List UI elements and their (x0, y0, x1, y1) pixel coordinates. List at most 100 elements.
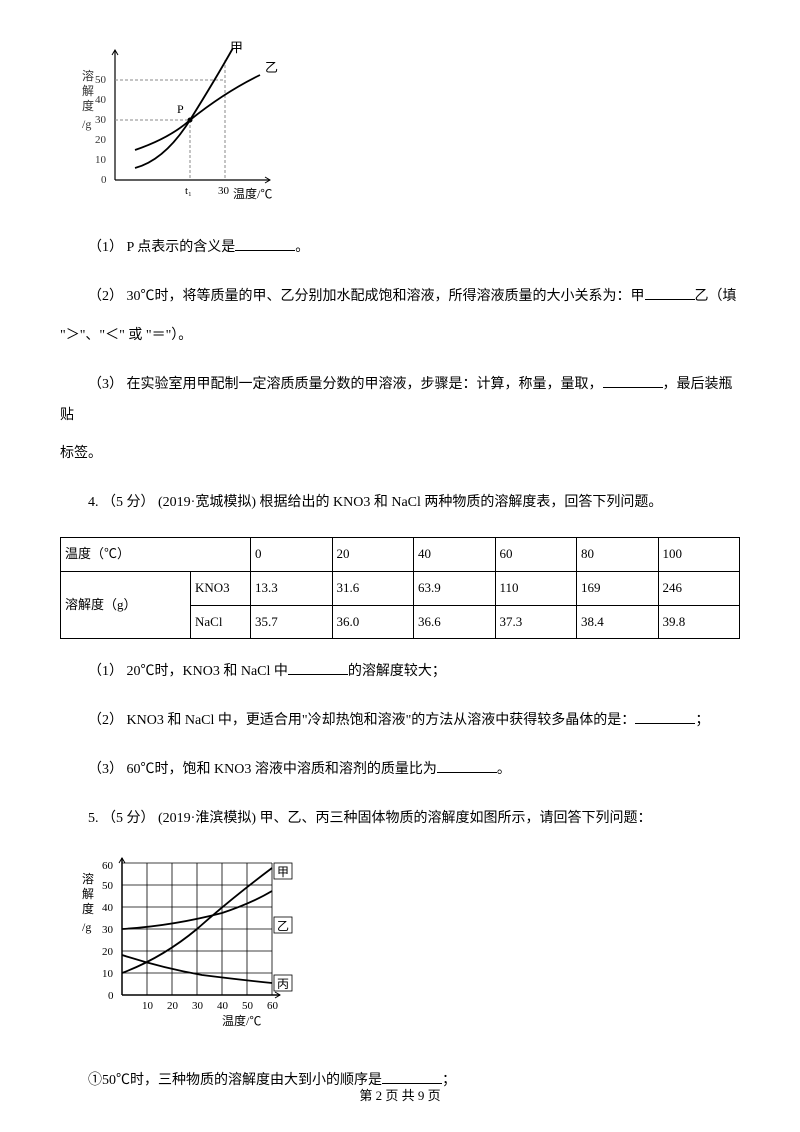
svg-text:60: 60 (267, 1000, 279, 1012)
q4-3-before: 60℃时，饱和 KNO3 溶液中溶质和溶剂的质量比为 (123, 762, 437, 777)
solubility-chart-1: 0 10 20 30 40 50 溶 解 度 /g P 甲 乙 t₁ 30 温度… (80, 40, 740, 213)
svg-text:P: P (177, 102, 184, 116)
svg-text:10: 10 (142, 1000, 154, 1012)
q4-1-blank[interactable] (288, 661, 348, 675)
q4-1-label: （1） (88, 664, 123, 679)
q4-3-blank[interactable] (437, 759, 497, 773)
svg-text:温度/℃: 温度/℃ (233, 186, 272, 201)
q4-2-label: （2） (88, 713, 123, 728)
svg-text:0: 0 (108, 990, 114, 1002)
question-2: （2） 30℃时，将等质量的甲、乙分别加水配成饱和溶液，所得溶液质量的大小关系为… (60, 282, 740, 313)
question-2-line2: "＞"、"＜" 或 "＝"）。 (60, 321, 740, 352)
table-cell: 36.0 (332, 605, 414, 639)
q3-blank[interactable] (603, 374, 663, 388)
svg-text:40: 40 (217, 1000, 229, 1012)
svg-text:温度/℃: 温度/℃ (222, 1013, 261, 1028)
table-cell: 37.3 (495, 605, 577, 639)
table-cell: 36.6 (414, 605, 496, 639)
table-cell: NaCl (191, 605, 251, 639)
q3-label: （3） (88, 377, 123, 392)
svg-text:30: 30 (95, 114, 107, 126)
q4-2-after: ； (695, 713, 709, 728)
table-cell: 31.6 (332, 571, 414, 605)
table-header-temp: 温度（℃） (61, 537, 251, 571)
solubility-table: 温度（℃） 0 20 40 60 80 100 溶解度（g） KNO3 13.3… (60, 537, 740, 639)
svg-text:乙: 乙 (265, 60, 278, 75)
svg-text:20: 20 (167, 1000, 179, 1012)
q4-2-blank[interactable] (635, 710, 695, 724)
svg-text:20: 20 (102, 946, 114, 958)
svg-text:50: 50 (242, 1000, 254, 1012)
svg-text:30: 30 (102, 924, 114, 936)
svg-text:30: 30 (218, 185, 230, 197)
q1-text-after: 。 (295, 240, 309, 255)
table-cell: 40 (414, 537, 496, 571)
table-cell: 246 (658, 571, 740, 605)
svg-text:溶: 溶 (82, 68, 94, 83)
q2-label: （2） (88, 289, 123, 304)
q4-num: 4. (88, 495, 99, 510)
svg-text:30: 30 (192, 1000, 204, 1012)
table-cell: 110 (495, 571, 577, 605)
q4-3-after: 。 (497, 762, 511, 777)
svg-text:50: 50 (95, 74, 107, 86)
q2-blank[interactable] (645, 286, 695, 300)
q4-2-before: KNO3 和 NaCl 中，更适合用"冷却热饱和溶液"的方法从溶液中获得较多晶体… (123, 713, 635, 728)
q3-text-before: 在实验室用甲配制一定溶质质量分数的甲溶液，步骤是：计算，称量，量取， (123, 377, 603, 392)
svg-text:t₁: t₁ (185, 185, 192, 197)
q1-blank[interactable] (235, 237, 295, 251)
q5-1-blank[interactable] (382, 1070, 442, 1084)
svg-text:/g: /g (82, 920, 91, 934)
solubility-chart-2: 0 10 20 30 40 50 60 溶 解 度 /g 10 20 30 40… (80, 853, 740, 1046)
table-cell: 63.9 (414, 571, 496, 605)
question-1: （1） P 点表示的含义是 。 (60, 233, 740, 264)
svg-text:解: 解 (82, 887, 94, 901)
q5-text: 甲、乙、丙三种固体物质的溶解度如图所示，请回答下列问题： (256, 811, 652, 826)
q5-source: (2019·淮滨模拟) (158, 811, 256, 826)
table-cell: 20 (332, 537, 414, 571)
svg-text:20: 20 (95, 134, 107, 146)
svg-text:度: 度 (82, 901, 94, 916)
footer-text: 第 2 页 共 9 页 (359, 1088, 440, 1103)
q4-1-before: 20℃时，KNO3 和 NaCl 中 (123, 664, 288, 679)
table-cell: KNO3 (191, 571, 251, 605)
table-cell: 169 (577, 571, 659, 605)
q2-text-before: 30℃时，将等质量的甲、乙分别加水配成饱和溶液，所得溶液质量的大小关系为：甲 (123, 289, 645, 304)
question-4-2: （2） KNO3 和 NaCl 中，更适合用"冷却热饱和溶液"的方法从溶液中获得… (60, 706, 740, 737)
q2-text-mid: 乙（填 (695, 289, 737, 304)
q1-text-before: P 点表示的含义是 (123, 240, 235, 255)
svg-text:0: 0 (101, 174, 107, 186)
table-cell: 80 (577, 537, 659, 571)
svg-text:丙: 丙 (277, 977, 289, 991)
question-5-intro: 5. （5 分） (2019·淮滨模拟) 甲、乙、丙三种固体物质的溶解度如图所示… (60, 804, 740, 835)
q4-points: （5 分） (102, 495, 155, 510)
question-4-3: （3） 60℃时，饱和 KNO3 溶液中溶质和溶剂的质量比为 。 (60, 755, 740, 786)
svg-text:甲: 甲 (230, 40, 243, 55)
q4-1-after: 的溶解度较大； (348, 664, 446, 679)
page-footer: 第 2 页 共 9 页 (0, 1086, 800, 1107)
svg-text:度: 度 (82, 98, 94, 113)
svg-text:乙: 乙 (277, 919, 289, 933)
q4-source: (2019·宽城模拟) (158, 495, 256, 510)
svg-text:50: 50 (102, 880, 114, 892)
svg-text:10: 10 (102, 968, 114, 980)
svg-text:60: 60 (102, 860, 114, 872)
question-3-line2: 标签。 (60, 439, 740, 470)
svg-text:溶: 溶 (82, 871, 94, 886)
table-cell: 39.8 (658, 605, 740, 639)
svg-text:40: 40 (102, 902, 114, 914)
q4-3-label: （3） (88, 762, 123, 777)
table-cell: 100 (658, 537, 740, 571)
q4-text: 根据给出的 KNO3 和 NaCl 两种物质的溶解度表，回答下列问题。 (256, 495, 662, 510)
svg-text:10: 10 (95, 154, 107, 166)
table-solubility-label: 溶解度（g） (61, 571, 191, 639)
q5-points: （5 分） (102, 811, 155, 826)
question-4-intro: 4. （5 分） (2019·宽城模拟) 根据给出的 KNO3 和 NaCl 两… (60, 488, 740, 519)
svg-text:解: 解 (82, 84, 94, 98)
q1-label: （1） (88, 240, 123, 255)
q5-num: 5. (88, 811, 99, 826)
table-cell: 0 (251, 537, 333, 571)
svg-text:甲: 甲 (277, 865, 289, 879)
table-row-header: 温度（℃） 0 20 40 60 80 100 (61, 537, 740, 571)
question-3: （3） 在实验室用甲配制一定溶质质量分数的甲溶液，步骤是：计算，称量，量取，，最… (60, 370, 740, 432)
